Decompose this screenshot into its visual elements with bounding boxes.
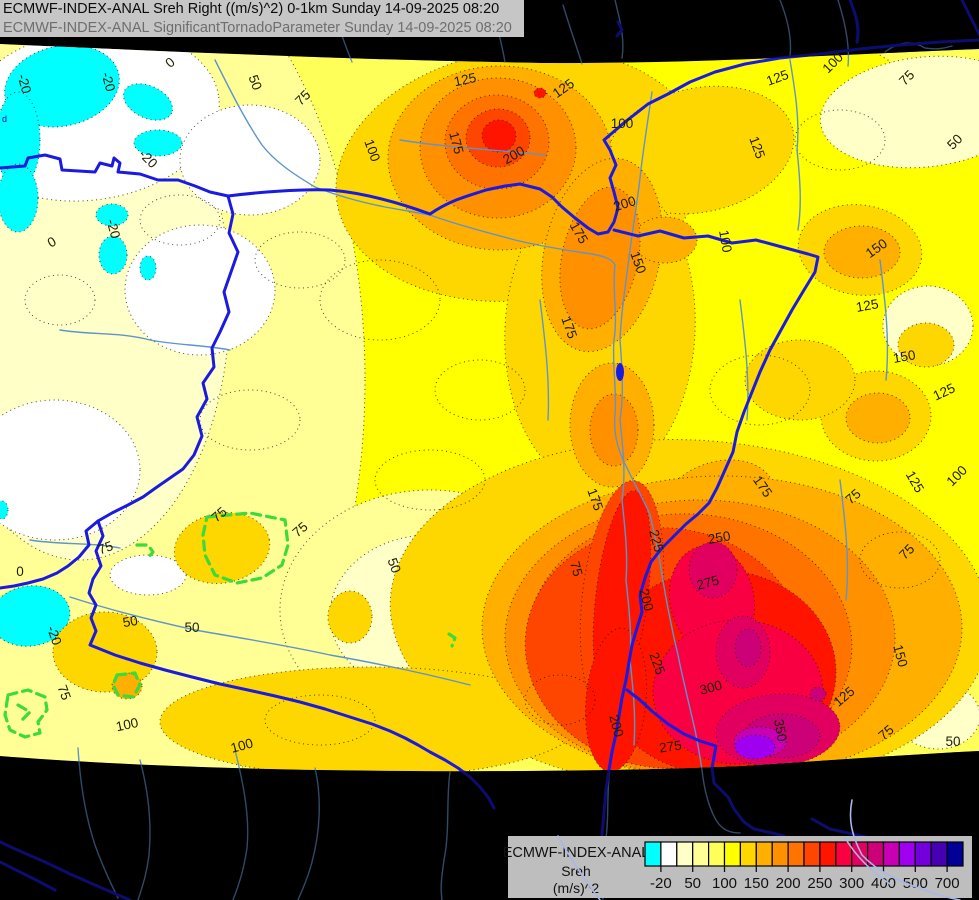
contour-label: 150 [627,249,649,275]
contour-label: 0 [16,564,24,579]
contour-label: 75 [55,683,74,702]
legend-tick-label: 200 [776,875,801,892]
legend-tick-label: -20 [650,875,672,892]
legend-cell [755,841,773,867]
lake [616,363,624,381]
sreh-filled-contours [0,44,979,772]
contour-label: 200 [606,713,626,739]
contour-label: 100 [229,735,255,755]
contour-label: 125 [746,134,768,160]
contour-label: -20 [104,217,124,240]
contour-label: 175 [584,486,606,512]
legend-cell [803,841,821,867]
legend-cell [930,841,948,867]
contour-label: 225 [646,528,666,554]
contour-label: 75 [843,486,864,507]
legend-cell [707,841,726,867]
legend-cell [739,841,757,867]
legend-cell [851,841,869,867]
title-line-1: ECMWF-INDEX-ANAL Sreh Right ((m/s)^2) 0-… [0,0,524,19]
contour-label: 275 [695,572,721,592]
contour-label: 250 [707,528,732,547]
contour-label: 50 [184,620,199,635]
contour-label: 150 [892,347,917,366]
contour-label: 100 [361,137,383,163]
legend-title: ECMWF-INDEX-ANAL [503,845,650,861]
rivers-over-legend [557,799,961,900]
legend-cell [676,841,694,867]
legend-units: (m/s)^2 [553,880,599,896]
legend: ECMWF-INDEX-ANAL Sreh (m/s)^2 -20 50 100 15… [503,836,972,898]
legend-cell [787,841,805,867]
legend-cell [660,841,678,867]
contour-label: 175 [446,130,466,156]
contour-label: 100 [114,715,139,734]
contour-label: 300 [698,677,724,697]
legend-tick-label: 500 [903,875,928,892]
contour-label: 125 [764,67,790,89]
legend-tick-label: 700 [935,875,960,892]
contour-label: 75 [876,722,897,743]
legend-cell [771,841,789,867]
contour-label: -20 [44,624,65,647]
contour-label: 200 [636,587,656,613]
legend-tick-label: 50 [684,875,701,892]
legend-tick-label: 250 [807,875,832,892]
contour-label: 75 [290,519,311,540]
legend-tick-label: 150 [744,875,769,892]
legend-cell [819,841,837,867]
contour-label: 100 [611,116,634,131]
contour-label: 50 [122,613,139,630]
contour-label: -20 [15,72,35,95]
contour-label: 125 [452,70,477,89]
stp-contours [3,511,457,739]
title-line-2: ECMWF-INDEX-ANAL SignificantTornadoParam… [0,19,524,37]
legend-cell [644,841,662,867]
legend-colorbar [644,841,964,867]
legend-tick-label: 400 [871,875,896,892]
contour-label: 50 [246,73,265,92]
legend-cell [723,841,741,867]
contour-label: 75 [96,538,115,557]
legend-parameter: Sreh [561,863,591,879]
contour-label: 50 [385,556,404,575]
edge-city-label: d [2,114,7,124]
contour-label: 225 [646,650,668,676]
legend-cell [914,841,932,867]
legend-tick-label: 100 [712,875,737,892]
legend-tick-label: 300 [839,875,864,892]
legend-cell [946,841,964,867]
legend-cell [692,841,710,867]
contour-label: 75 [567,560,585,578]
legend-cell [882,841,900,867]
contour-label: 75 [209,504,230,525]
contour-label: 350 [771,718,790,743]
contour-label: 175 [558,314,580,340]
contour-label: 125 [855,296,880,315]
legend-ticks: -20 50 100 150 200 250 300 400 500 700 [650,866,960,892]
contour-label: 50 [945,734,960,749]
contour-label: 100 [716,229,735,254]
contour-label: 275 [658,738,682,756]
contour-label: 200 [612,193,638,214]
contour-label: 150 [890,643,910,669]
contour-label: -20 [99,70,119,93]
legend-cell [898,841,916,867]
